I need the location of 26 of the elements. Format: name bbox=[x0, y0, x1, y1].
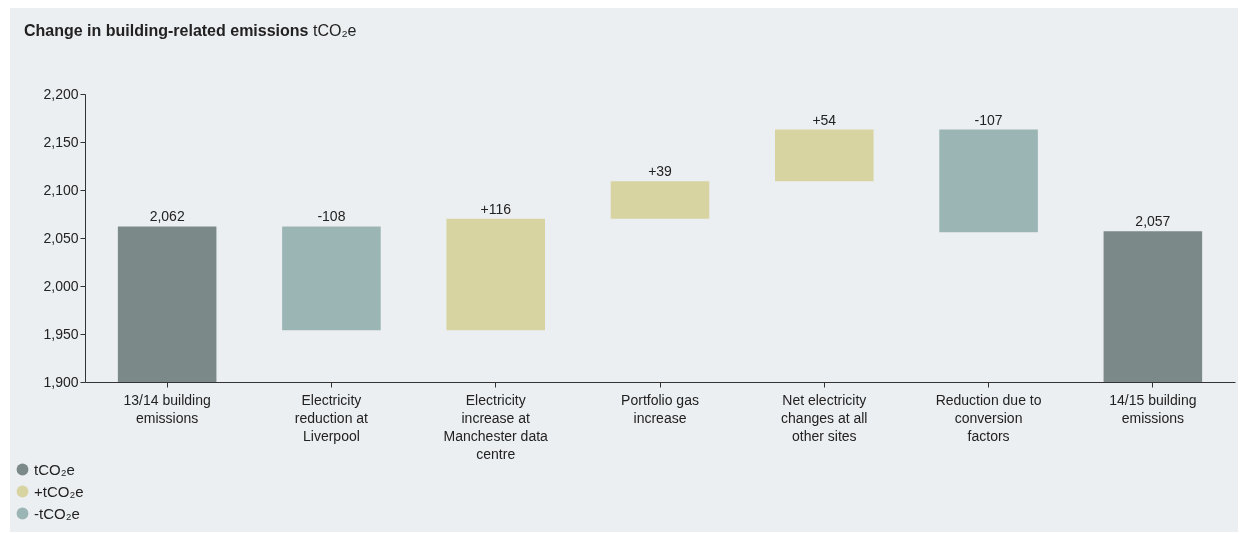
y-tick-label: 2,000 bbox=[43, 277, 79, 294]
x-tick-label: Portfolio gas increase bbox=[621, 391, 699, 426]
data-label: +116 bbox=[480, 200, 512, 217]
x-tick-label: 14/15 building emissions bbox=[1109, 391, 1197, 426]
chart-title: Change in building-related emissions bbox=[24, 22, 309, 39]
y-tick-label: 1,900 bbox=[43, 373, 79, 390]
y-tick-label: 2,200 bbox=[43, 85, 79, 102]
data-label: 2,062 bbox=[149, 208, 185, 225]
y-tick-label: 2,150 bbox=[43, 133, 79, 150]
legend-label: +tCO₂e bbox=[34, 482, 84, 500]
y-tick-label: 2,050 bbox=[43, 229, 79, 246]
data-label: +54 bbox=[812, 111, 837, 128]
x-tick-label: Electricity reduction at Liverpool bbox=[294, 391, 369, 444]
y-tick-label: 1,950 bbox=[43, 325, 79, 342]
data-label: -108 bbox=[317, 208, 346, 225]
data-label: +39 bbox=[648, 163, 673, 180]
y-tick-label: 2,100 bbox=[43, 181, 79, 198]
chart-subtitle: tCO₂e bbox=[312, 22, 357, 39]
data-label: -107 bbox=[974, 111, 1003, 128]
x-tick-label: 13/14 building emissions bbox=[123, 391, 211, 426]
data-label: 2,057 bbox=[1135, 213, 1171, 230]
x-tick-label: Reduction due to conversion factors bbox=[935, 391, 1042, 444]
legend-label: tCO₂e bbox=[34, 460, 75, 478]
x-tick-label: Electricity increase at Manchester data centre bbox=[443, 391, 549, 462]
x-tick-label: Net electricity changes at all other sites bbox=[781, 391, 868, 444]
legend-label: -tCO₂e bbox=[34, 504, 80, 522]
